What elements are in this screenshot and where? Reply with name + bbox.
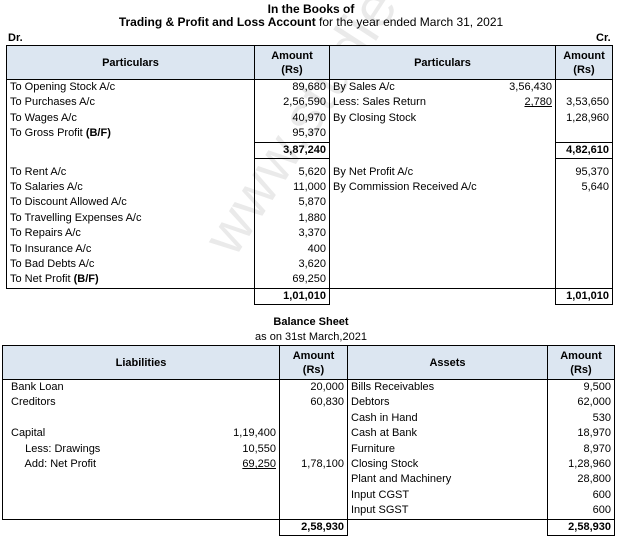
pl-total-right: 1,01,010 xyxy=(555,288,613,306)
balance-sheet-table: Liabilities Amount (Rs) Assets Amount (Rs)… xyxy=(2,345,615,537)
balance-sheet-title: Balance Sheet xyxy=(273,316,349,328)
trading-total-right: 4,82,610 xyxy=(555,141,613,160)
table-row: To Insurance A/c 400 xyxy=(6,241,613,257)
table-row: Input CGST 600 xyxy=(2,487,615,504)
th-amount-left: Amount (Rs) xyxy=(254,45,330,80)
table-row: Less: Drawings 10,550 Furniture 8,970 xyxy=(2,441,615,458)
table-row: Cash in Hand 530 xyxy=(2,410,615,427)
cr-label: Cr. xyxy=(596,32,611,44)
th-liabilities: Liabilities xyxy=(2,345,280,380)
table-row: Bank Loan 20,000 Bills Receivables 9,500 xyxy=(2,379,615,396)
dr-label: Dr. xyxy=(8,32,23,44)
pl-total-row: 1,01,010 1,01,010 xyxy=(7,288,613,306)
table-row: Add: Net Profit 69,250 1,78,100 Closing … xyxy=(2,457,615,473)
th-amount-right: Amount (Rs) xyxy=(555,45,613,80)
table-row: Input SGST 600 xyxy=(2,503,615,520)
trading-pl-table: Particulars Amount (Rs) Particulars Amoun… xyxy=(6,45,613,306)
table-row: To Rent A/c 5,620 By Net Profit A/c 95,3… xyxy=(6,164,613,180)
account-title: Trading & Profit and Loss Account for th… xyxy=(0,15,622,29)
account-title-rest: for the year ended March 31, 2021 xyxy=(315,15,504,29)
table-row: To Gross Profit (B/F) 95,370 xyxy=(6,126,613,143)
table-row: To Discount Allowed A/c 5,870 xyxy=(6,195,613,211)
table-row: To Opening Stock A/c 89,680 By Sales A/c… xyxy=(6,79,613,96)
table-row: To Wages A/c 40,970 By Closing Stock 1,2… xyxy=(6,110,613,127)
table-row: To Purchases A/c 2,56,590 Less: Sales Re… xyxy=(6,95,613,111)
table-row: Creditors 60,830 Debtors 62,000 xyxy=(2,395,615,411)
table-row: To Travelling Expenses A/c 1,880 xyxy=(6,210,613,227)
account-title-bold: Trading & Profit and Loss Account xyxy=(118,15,316,29)
balance-sheet-subtitle: as on 31st March,2021 xyxy=(255,331,367,343)
th-bs-amount-left: Amount (Rs) xyxy=(279,345,348,380)
bs-total-right: 2,58,930 xyxy=(547,519,615,537)
bs-total-row: 2,58,930 2,58,930 xyxy=(3,519,615,537)
th-particulars-right: Particulars xyxy=(329,45,556,80)
trading-total-left: 3,87,240 xyxy=(254,141,330,160)
table-row: Plant and Machinery 28,800 xyxy=(2,472,615,488)
bs-total-left: 2,58,930 xyxy=(279,519,348,537)
trading-total-row: 3,87,240 4,82,610 xyxy=(6,141,613,160)
books-heading: In the Books of xyxy=(267,2,355,16)
table-row: To Salaries A/c 11,000 By Commission Rec… xyxy=(6,179,613,196)
table-row: Capital 1,19,400 Cash at Bank 18,970 xyxy=(2,426,615,442)
table-row: To Repairs A/c 3,370 xyxy=(6,226,613,242)
pl-total-left: 1,01,010 xyxy=(254,288,330,306)
th-particulars-left: Particulars xyxy=(6,45,255,80)
table-row: To Bad Debts A/c 3,620 xyxy=(6,256,613,273)
th-bs-amount-right: Amount (Rs) xyxy=(547,345,615,380)
th-assets: Assets xyxy=(347,345,548,380)
table-row: To Net Profit (B/F) 69,250 xyxy=(6,272,613,289)
